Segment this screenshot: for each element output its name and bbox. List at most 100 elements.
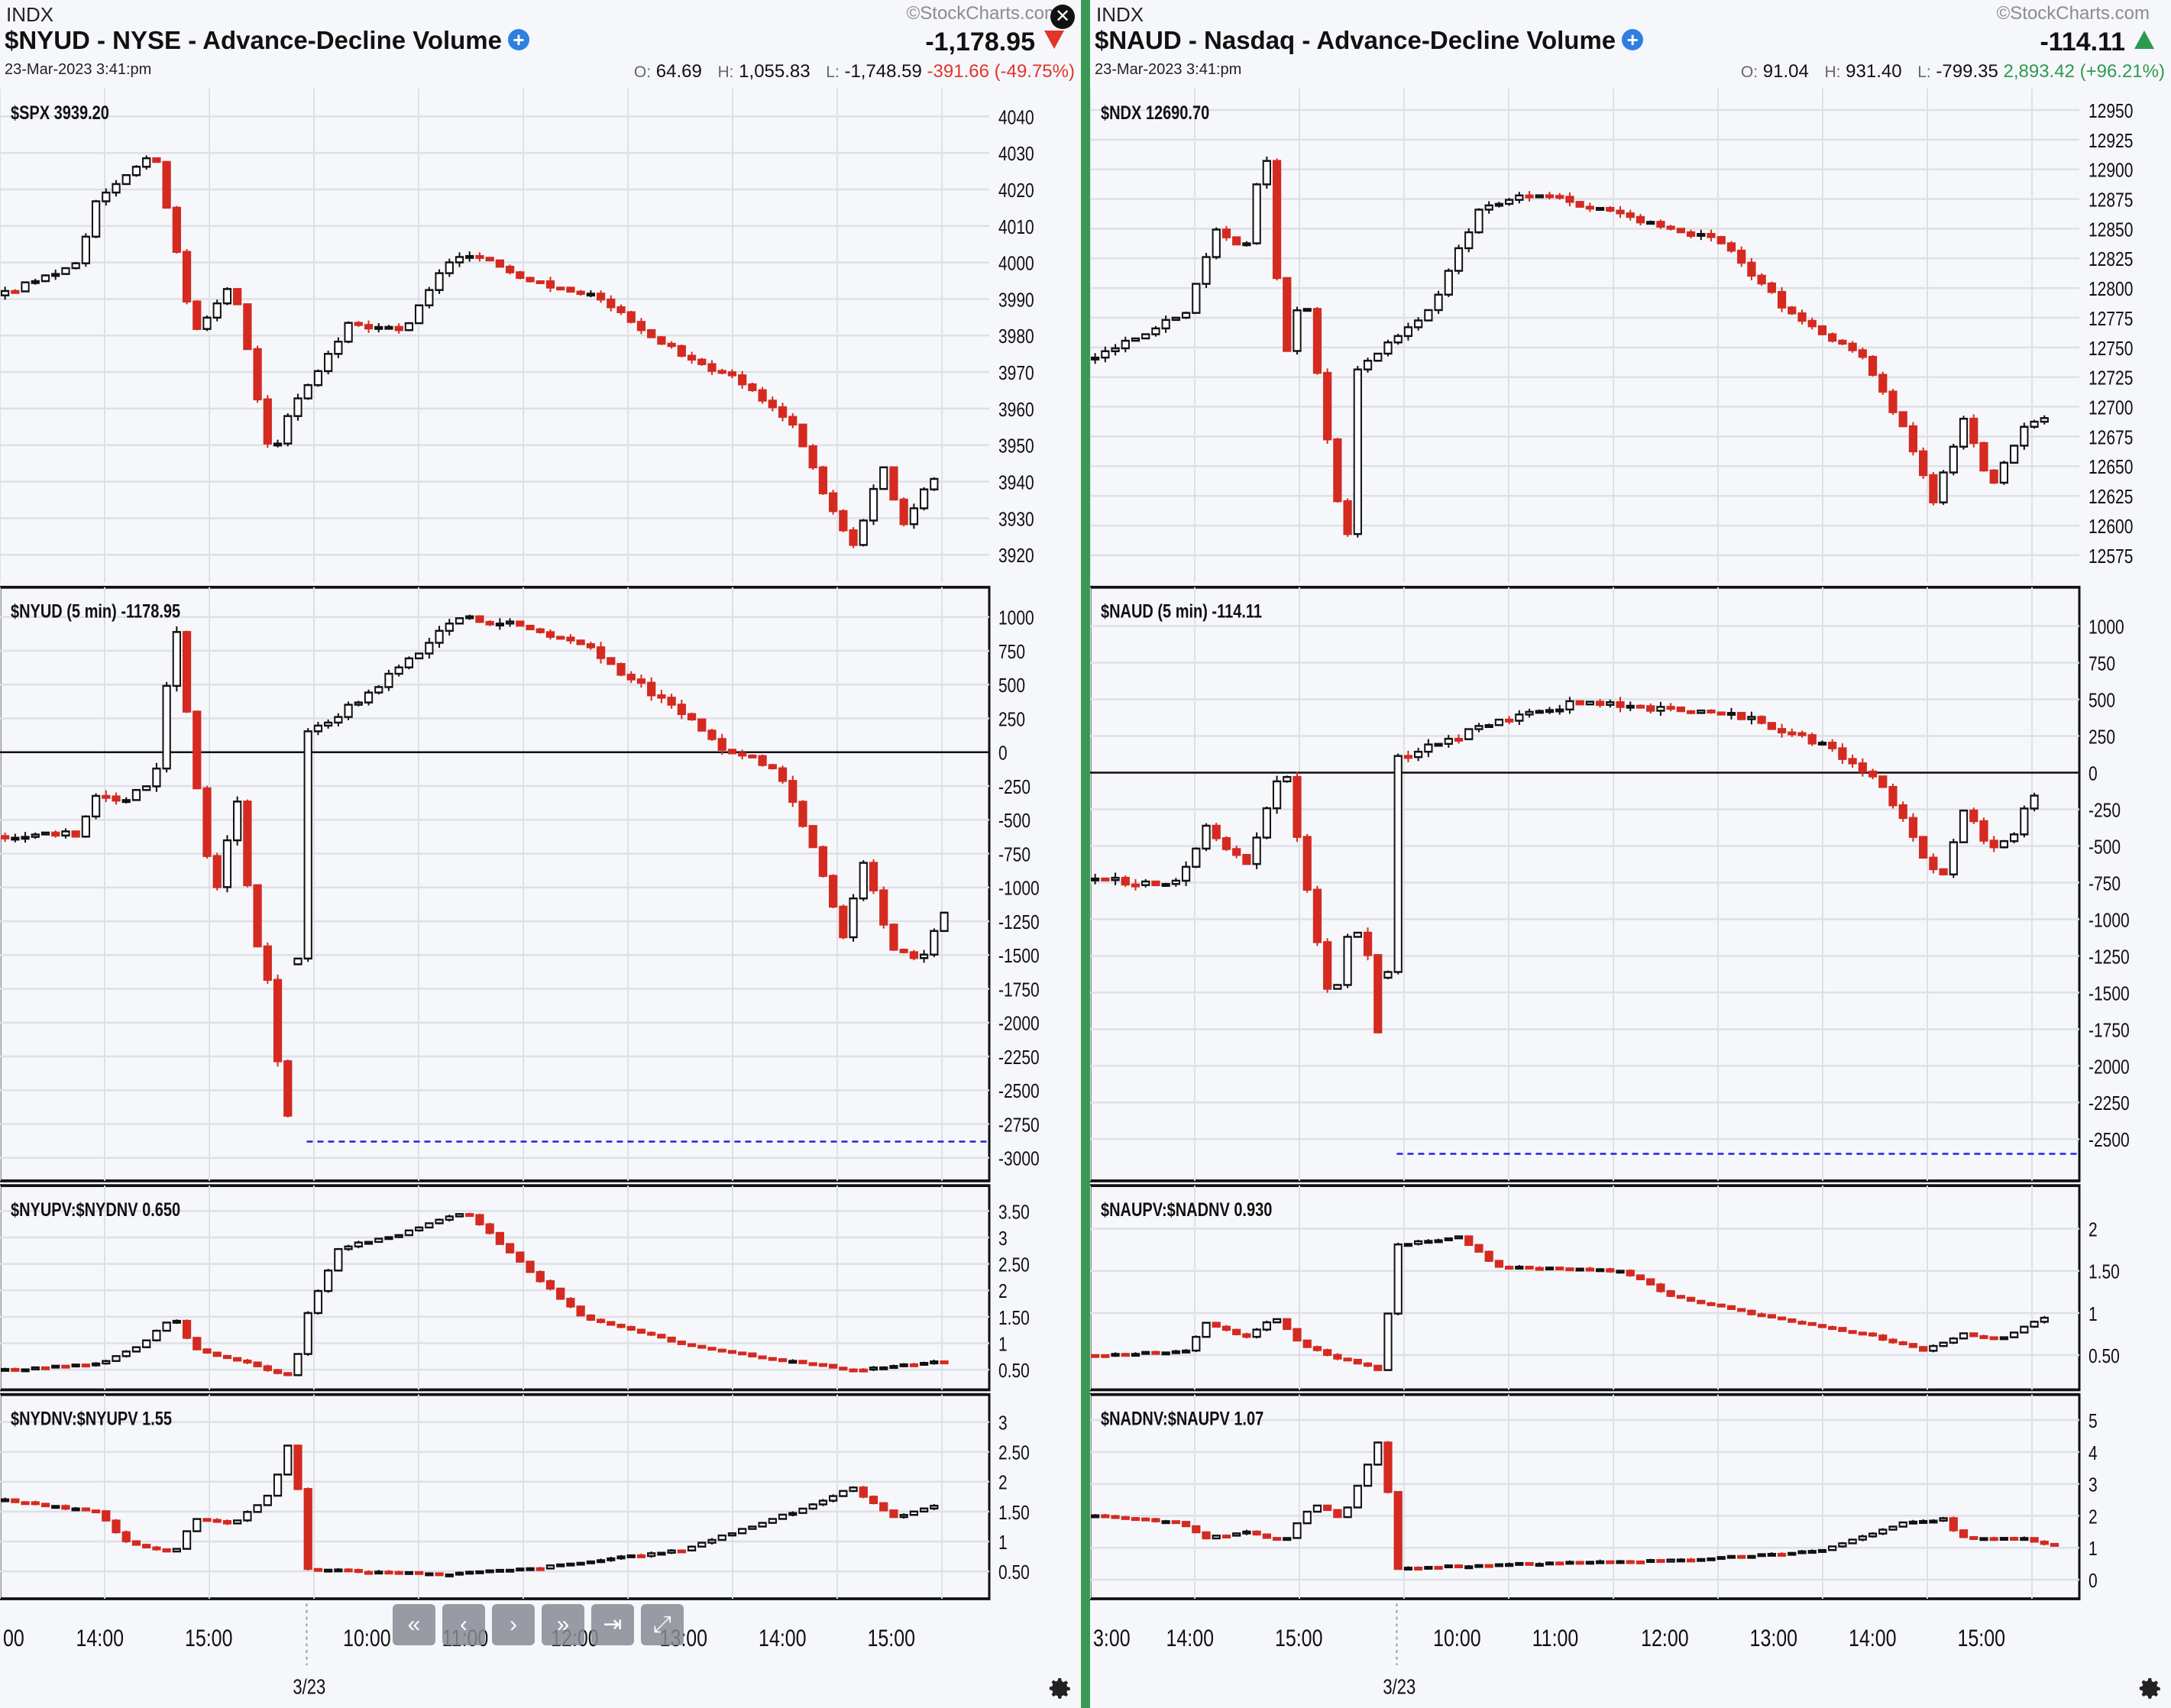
candle-body: [1444, 737, 1453, 746]
y-tick-label: 12925: [2088, 131, 2133, 153]
candle-body: [1585, 1561, 1595, 1565]
candle-body: [1484, 1250, 1493, 1262]
y-tick-label: 1000: [2088, 617, 2124, 639]
candle-body: [465, 615, 474, 619]
candle-body: [919, 1507, 929, 1513]
candle-body: [384, 325, 393, 330]
candle-body: [1939, 1517, 1948, 1522]
close-icon[interactable]: ✕: [1050, 5, 1075, 29]
candle-body: [1565, 1561, 1574, 1565]
candle-body: [435, 1218, 444, 1224]
candle-body: [1676, 228, 1685, 234]
open-value: 64.69: [655, 61, 702, 82]
y-tick-label: -250: [998, 777, 1030, 799]
chart-title[interactable]: $NYUD - NYSE - Advance-Decline Volume +: [5, 26, 529, 55]
candle-body: [687, 354, 697, 361]
candle-body: [1192, 283, 1201, 314]
candle-body: [566, 1298, 575, 1308]
prev-icon[interactable]: ‹: [442, 1604, 485, 1645]
panel-divider[interactable]: [1081, 0, 1090, 1708]
expand-icon[interactable]: ⤢: [641, 1604, 684, 1645]
candle-body: [1403, 326, 1413, 338]
candle-body: [657, 336, 666, 345]
chart-title[interactable]: $NAUD - Nasdaq - Advance-Decline Volume +: [1095, 26, 1644, 55]
last-value: -1,178.95: [925, 27, 1035, 57]
y-tick-label: 12675: [2088, 427, 2133, 449]
candle-body: [1908, 425, 1918, 453]
add-icon[interactable]: +: [1622, 29, 1644, 50]
chart-date: 23-Mar-2023 3:41:pm: [1095, 61, 1242, 78]
candle-body: [1686, 231, 1696, 237]
candle-body: [1515, 713, 1524, 722]
candle-body: [1232, 1532, 1241, 1537]
candle-body: [1323, 941, 1332, 990]
candle-body: [273, 1473, 283, 1497]
chart-canvas[interactable]: 12950 12925 12900 12875 12850 12825 12800 12775…: [1090, 89, 2171, 1708]
candle-body: [233, 1519, 242, 1525]
candle-body: [354, 1568, 363, 1574]
y-tick-label: 1.50: [2088, 1262, 2120, 1284]
low-label: L:: [1917, 63, 1931, 81]
candle-body: [1494, 1260, 1504, 1268]
x-tick-label: 10:00: [343, 1625, 391, 1651]
candle-body: [1929, 1519, 1938, 1524]
candle-body: [1737, 1308, 1746, 1312]
first-icon[interactable]: «: [393, 1604, 435, 1645]
candle-body: [162, 684, 171, 770]
candle-body: [495, 1231, 505, 1245]
candle-body: [263, 945, 272, 982]
candle-body: [1646, 705, 1655, 712]
candle-body: [121, 1351, 131, 1357]
candle-body: [2040, 1541, 2049, 1545]
candle-body: [1414, 1567, 1423, 1571]
y-tick-label: -1000: [2088, 910, 2130, 932]
candle-body: [1212, 228, 1221, 258]
candle-body: [193, 710, 202, 790]
candle-body: [1171, 1520, 1180, 1525]
fast-forward-icon[interactable]: »: [542, 1604, 584, 1645]
candle-body: [1101, 1354, 1110, 1358]
candle-body: [1484, 204, 1493, 211]
candle-body: [131, 166, 141, 176]
chart-canvas[interactable]: 4040 4030 4020 4010 4000 3990 3980 3970 3960 3950…: [0, 89, 1081, 1708]
candle-body: [889, 466, 898, 501]
candle-body: [1626, 212, 1635, 218]
add-icon[interactable]: +: [508, 29, 529, 50]
candle-body: [1656, 1559, 1665, 1564]
candle-body: [626, 1554, 636, 1558]
candle-body: [1474, 1564, 1483, 1568]
candle-body: [21, 1501, 30, 1506]
candle-body: [1414, 319, 1423, 328]
end-icon[interactable]: ⇥: [591, 1604, 634, 1645]
candle-body: [162, 1321, 171, 1332]
candle-body: [1111, 347, 1120, 353]
gear-icon[interactable]: [1047, 1676, 1073, 1702]
candle-body: [1949, 445, 1958, 474]
candle-body: [576, 1561, 585, 1566]
candle-body: [2030, 420, 2039, 428]
candle-body: [404, 657, 414, 668]
candle-body: [21, 836, 30, 840]
candle-body: [1111, 1515, 1120, 1519]
candle-body: [71, 1363, 80, 1368]
candle-body: [1656, 706, 1665, 712]
candle-body: [182, 631, 192, 713]
open-label: O:: [633, 63, 652, 81]
candle-body: [1666, 1290, 1675, 1297]
candle-body: [1757, 1313, 1766, 1318]
candle-body: [102, 794, 111, 799]
candle-body: [202, 787, 212, 857]
candle-body: [1161, 883, 1170, 888]
candle-body: [849, 529, 858, 546]
candle-body: [1838, 339, 1847, 345]
candle-body: [374, 325, 383, 330]
navigation-toolbar: « ‹ › » ⇥ ⤢: [393, 1604, 684, 1645]
candle-body: [516, 1567, 525, 1572]
candle-body: [1697, 1558, 1706, 1562]
candle-body: [11, 290, 20, 294]
next-icon[interactable]: ›: [492, 1604, 535, 1645]
gear-icon[interactable]: [2137, 1676, 2163, 1702]
candle-body: [1747, 716, 1756, 720]
candle-body: [313, 1567, 323, 1572]
candle-body: [1302, 1339, 1312, 1348]
